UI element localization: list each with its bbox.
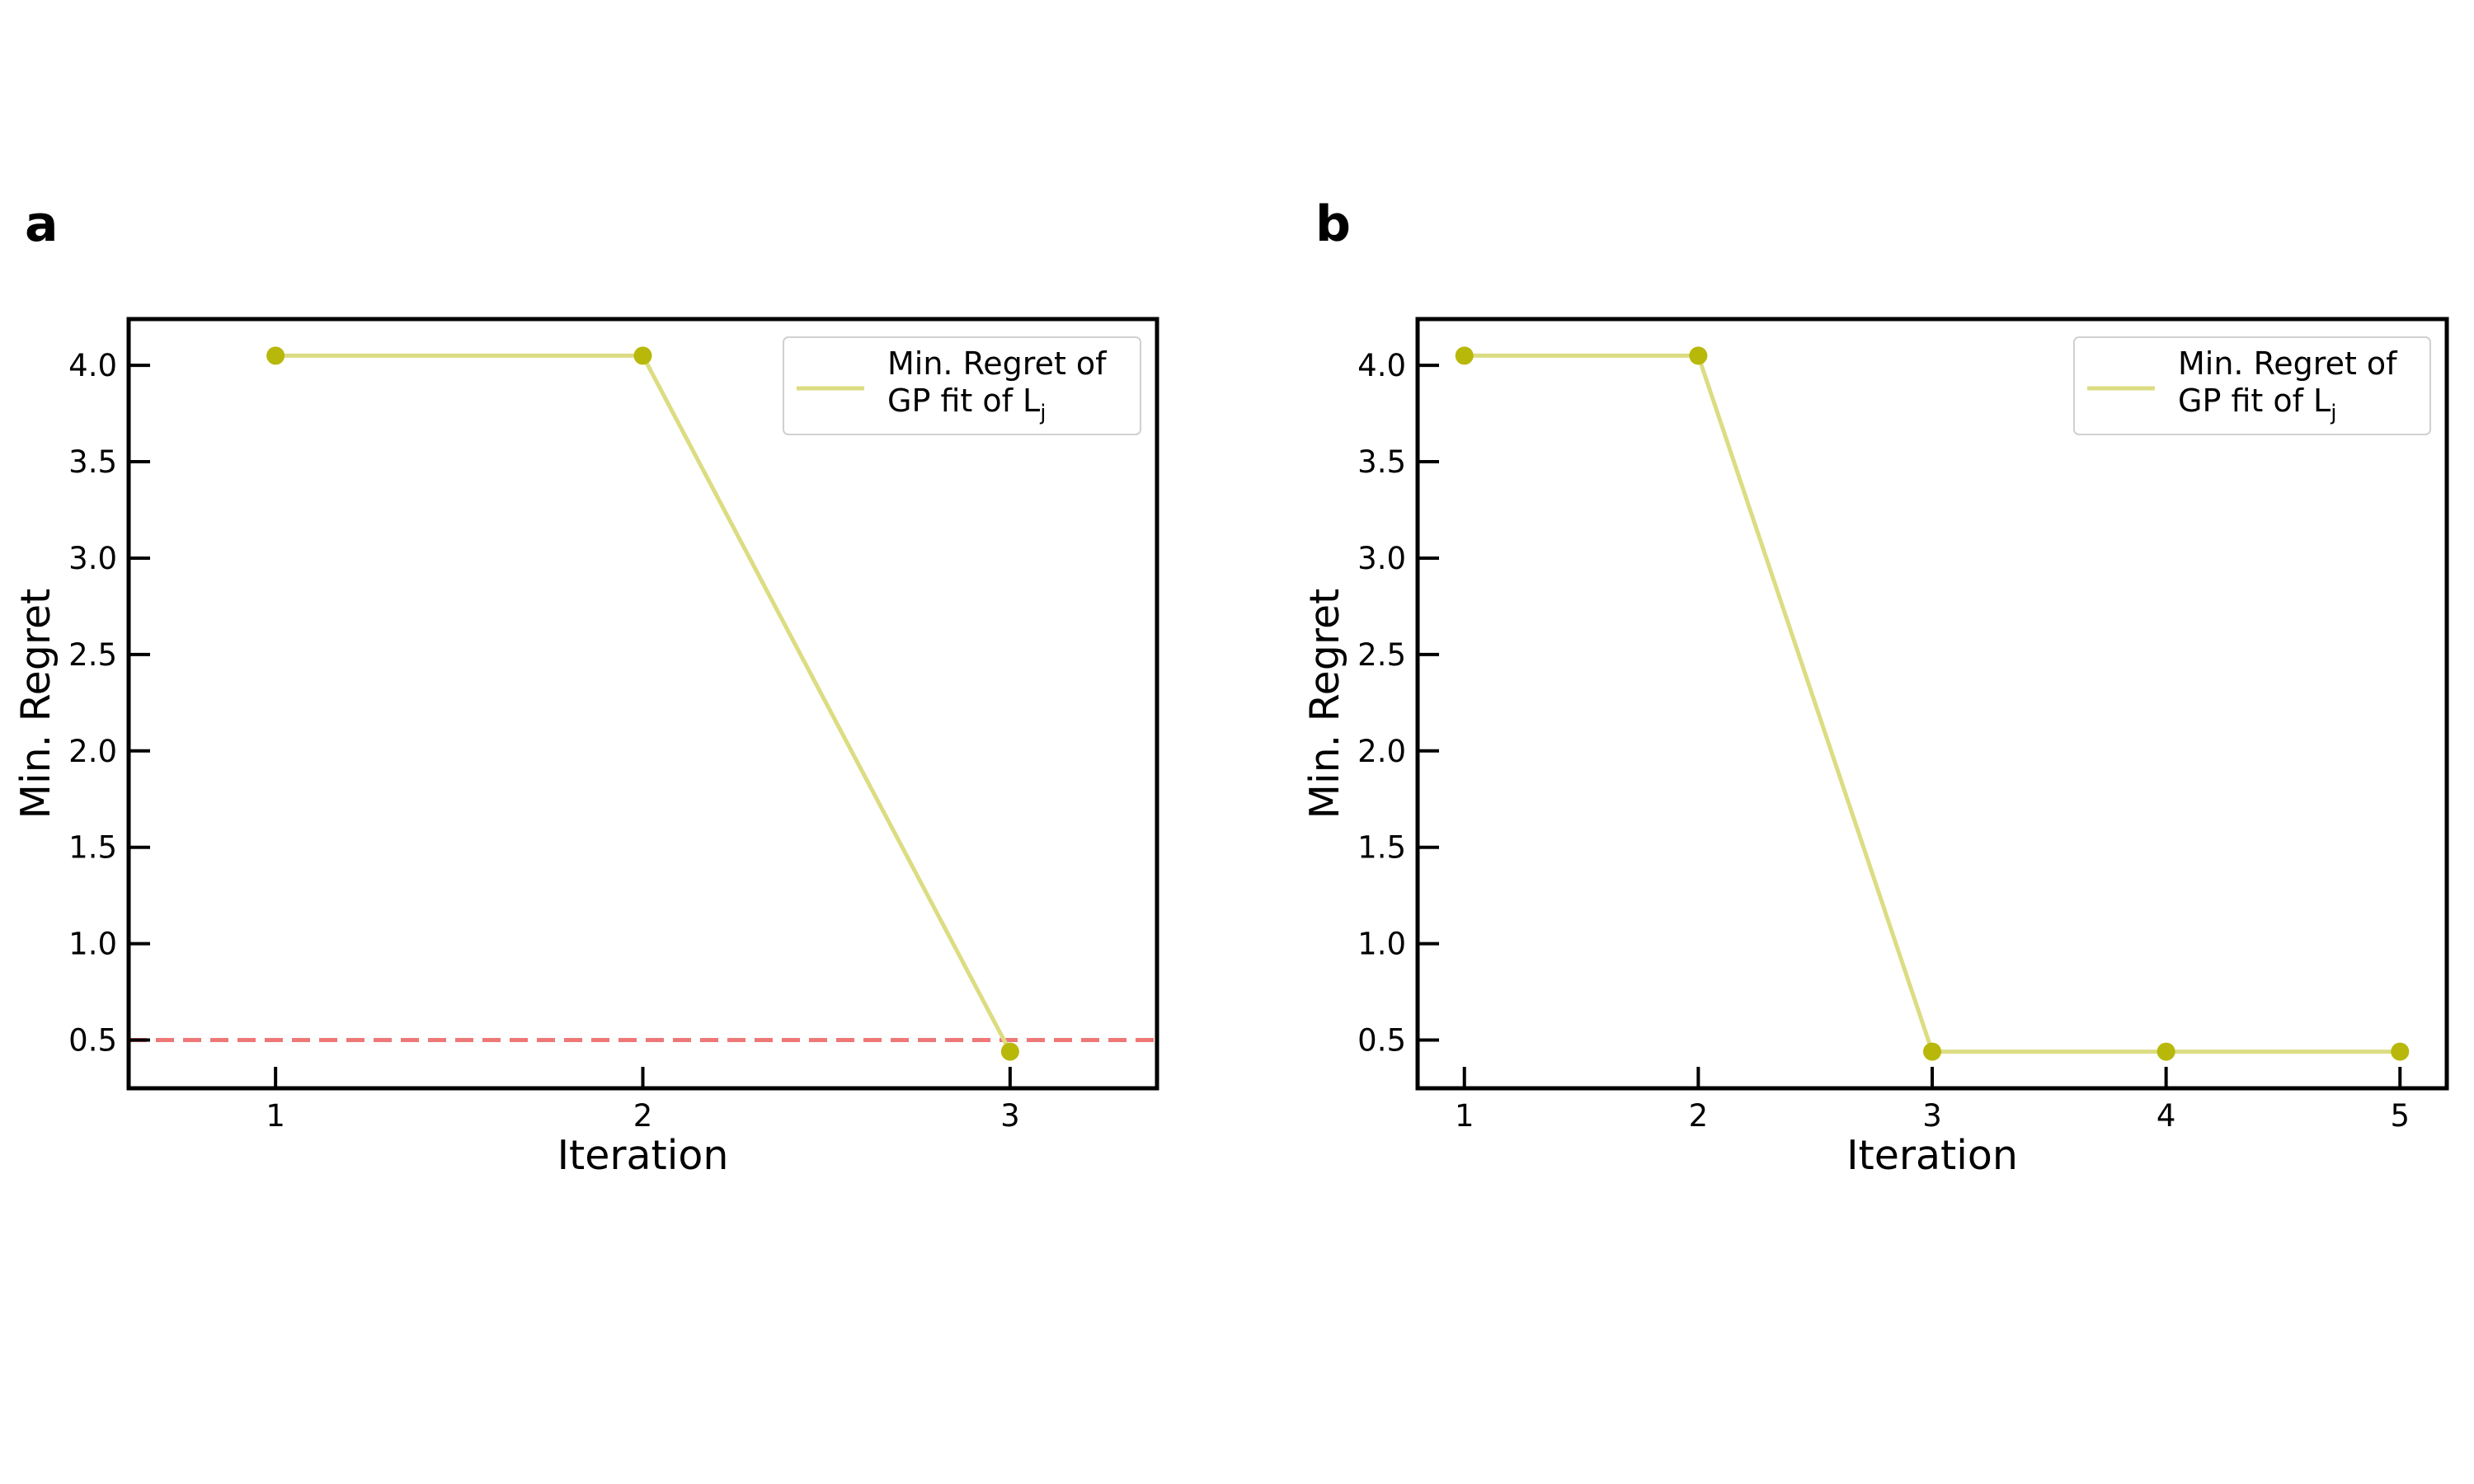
y-axis-label: Min. Regret	[12, 589, 59, 819]
x-axis-label: Iteration	[557, 1132, 729, 1179]
data-point	[1455, 346, 1474, 365]
legend-box	[783, 336, 1141, 435]
x-tick-label: 2	[1689, 1098, 1709, 1134]
x-tick-label: 5	[2390, 1098, 2410, 1134]
y-tick-label: 2.0	[1357, 734, 1406, 769]
x-tick-label: 2	[633, 1098, 653, 1134]
y-tick-label: 3.0	[1357, 541, 1406, 576]
y-tick-label: 4.0	[1357, 348, 1406, 383]
y-tick-label: 1.5	[68, 830, 117, 866]
y-axis-label: Min. Regret	[1301, 589, 1348, 819]
x-tick-label: 1	[266, 1098, 285, 1134]
y-tick-label: 3.5	[68, 444, 117, 480]
panel-letter: b	[1315, 195, 1351, 253]
legend-box	[2073, 336, 2431, 435]
y-tick-label: 3.0	[68, 541, 117, 576]
y-tick-label: 3.5	[1357, 444, 1406, 480]
data-point	[1689, 346, 1708, 365]
y-tick-label: 1.5	[1357, 830, 1406, 866]
x-tick-label: 4	[2157, 1098, 2176, 1134]
panel-a: a 0.5 1.0 1.5 2.0 2.5 3.0 3.5 4.0 1 2 3 Iteration Min…	[12, 195, 1159, 1179]
x-tick-label: 3	[1000, 1098, 1020, 1134]
data-point	[633, 346, 652, 365]
x-tick-label: 1	[1455, 1098, 1475, 1134]
y-tick-label: 0.5	[68, 1023, 117, 1059]
data-point	[2391, 1042, 2410, 1061]
plot-frame	[1415, 317, 2449, 1091]
y-tick-label: 1.0	[68, 927, 117, 962]
panel-b: b 0.5 1.0 1.5 2.0 2.5 3.0 3.5 4.0 1 2 3 4 5 Iteration M…	[1301, 195, 2449, 1179]
legend-subscript: j	[1039, 401, 1046, 425]
y-tick-label: 1.0	[1357, 927, 1406, 962]
data-point	[1923, 1042, 1941, 1061]
series-line	[1464, 353, 2401, 1054]
y-tick-label: 2.5	[68, 637, 117, 673]
y-tick-label: 4.0	[68, 348, 117, 383]
x-tick-label: 3	[1922, 1098, 1942, 1134]
legend-label: GP fit of Lj	[887, 383, 1046, 425]
panel-letter: a	[25, 195, 59, 253]
y-tick-label: 0.5	[1357, 1023, 1406, 1059]
legend-label: Min. Regret of	[887, 345, 1108, 382]
legend-subscript: j	[2330, 401, 2336, 425]
y-tick-label: 2.0	[68, 734, 117, 769]
data-point	[266, 346, 285, 365]
plot-frame	[126, 317, 1159, 1091]
legend-label: GP fit of Lj	[2178, 383, 2336, 425]
series-line	[275, 353, 1013, 1053]
y-tick-label: 2.5	[1357, 637, 1406, 673]
data-point	[1000, 1042, 1019, 1061]
data-point	[2157, 1042, 2175, 1061]
legend-label: Min. Regret of	[2178, 345, 2398, 382]
x-axis-label: Iteration	[1846, 1132, 2018, 1179]
